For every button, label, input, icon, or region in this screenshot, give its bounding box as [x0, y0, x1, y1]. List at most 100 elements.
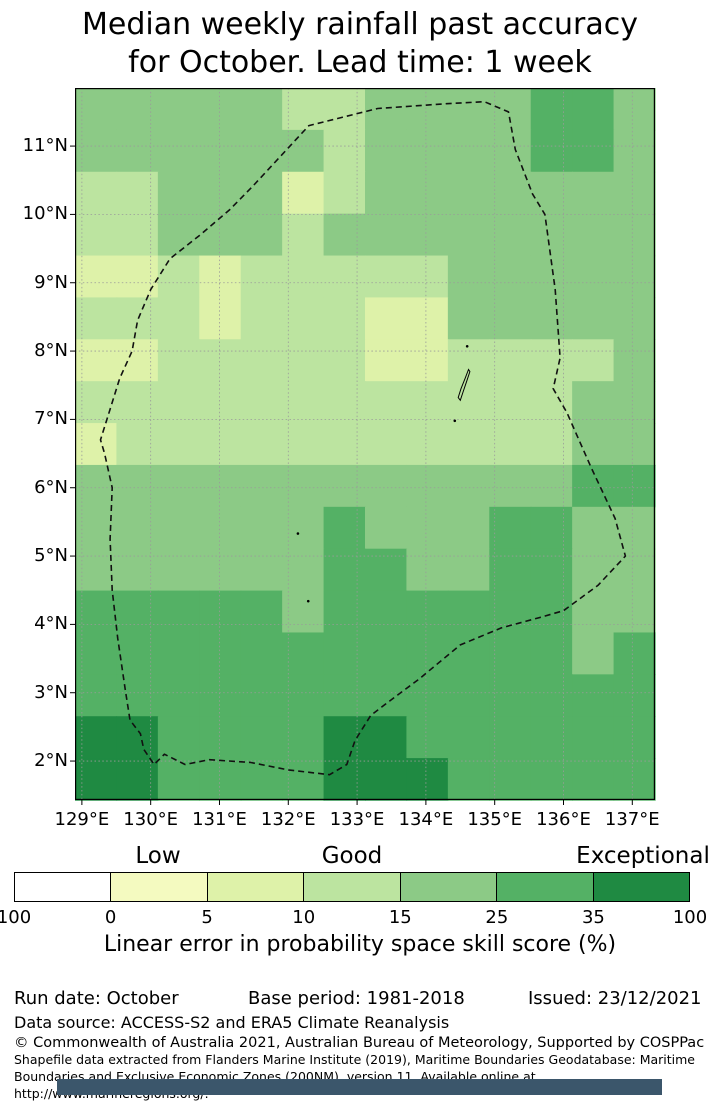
- issued-date-text: Issued: 23/12/2021: [528, 988, 702, 1009]
- heatmap-cell: [572, 171, 615, 215]
- heatmap-cell: [530, 464, 573, 508]
- footer-banner-bar: [57, 1079, 662, 1095]
- heatmap-cell: [489, 213, 532, 257]
- heatmap-cell: [75, 171, 118, 215]
- heatmap-cell: [365, 716, 408, 759]
- heatmap-cell: [157, 674, 200, 717]
- heatmap-cell: [572, 297, 615, 340]
- heatmap-cell: [282, 339, 325, 382]
- island-dot: [453, 419, 457, 423]
- heatmap-cell: [530, 129, 573, 173]
- heatmap-cell: [613, 590, 656, 634]
- heatmap-cell: [489, 716, 532, 759]
- shapefile-attribution-text: Shapefile data extracted from Flanders M…: [14, 1052, 695, 1101]
- heatmap-cell: [75, 632, 118, 676]
- heatmap-cell: [365, 464, 408, 508]
- heatmap-cell: [406, 548, 449, 592]
- heatmap-cell: [406, 129, 449, 173]
- heatmap-cell: [282, 297, 325, 340]
- heatmap-cell: [240, 548, 283, 592]
- heatmap-cell: [116, 381, 159, 424]
- heatmap-cell: [240, 88, 283, 131]
- heatmap-cell: [282, 171, 325, 215]
- heatmap-cell: [530, 632, 573, 676]
- heatmap-cell: [116, 339, 159, 382]
- heatmap-cell: [572, 548, 615, 592]
- heatmap-cell: [572, 758, 615, 801]
- heatmap-cell: [613, 632, 656, 676]
- chart-title-line2: for October. Lead time: 1 week: [128, 44, 592, 80]
- heatmap-cell: [75, 381, 118, 424]
- heatmap-cell: [240, 339, 283, 382]
- heatmap-cell: [282, 88, 325, 131]
- heatmap-cell: [613, 674, 656, 717]
- heatmap-cell: [365, 758, 408, 801]
- heatmap-cell: [406, 674, 449, 717]
- heatmap-cell: [157, 716, 200, 759]
- heatmap-cell: [323, 213, 366, 257]
- heatmap-cell: [116, 255, 159, 299]
- heatmap-cell: [157, 464, 200, 508]
- heatmap-cell: [240, 129, 283, 173]
- colorbar-segment: [206, 873, 304, 901]
- heatmap-cell: [365, 423, 408, 466]
- x-tick-label: 133°E: [329, 809, 385, 830]
- heatmap-cell: [447, 255, 490, 299]
- heatmap-cell: [572, 129, 615, 173]
- colorbar-tick-label: 15: [388, 907, 412, 928]
- heatmap-cell: [75, 129, 118, 173]
- heatmap-cell: [116, 423, 159, 466]
- heatmap-cell: [406, 423, 449, 466]
- heatmap-cell: [489, 171, 532, 215]
- heatmap-cell: [406, 171, 449, 215]
- heatmap-cell: [447, 213, 490, 257]
- heatmap-cell: [116, 297, 159, 340]
- heatmap-cell: [240, 213, 283, 257]
- heatmap-cell: [282, 381, 325, 424]
- heatmap-cell: [75, 590, 118, 634]
- heatmap-cell: [116, 213, 159, 257]
- heatmap-cell: [199, 758, 242, 801]
- heatmap-cell: [282, 213, 325, 257]
- colorbar-label-good: Good: [321, 843, 383, 869]
- copyright-text: © Commonwealth of Australia 2021, Austra…: [14, 1035, 705, 1051]
- heatmap-cell: [613, 339, 656, 382]
- heatmap-cell: [323, 381, 366, 424]
- heatmap-cell: [157, 213, 200, 257]
- x-tick-label: 129°E: [54, 809, 110, 830]
- heatmap-cell: [282, 758, 325, 801]
- heatmap-cell: [75, 339, 118, 382]
- heatmap-cell: [572, 213, 615, 257]
- heatmap-cell: [613, 464, 656, 508]
- heatmap-cell: [116, 548, 159, 592]
- heatmap-cell: [530, 674, 573, 717]
- heatmap-cell: [157, 129, 200, 173]
- map-border: [75, 88, 655, 800]
- colorbar-segment: [399, 873, 497, 901]
- island-dot: [465, 344, 469, 348]
- colorbar-tick-label: 35: [581, 907, 605, 928]
- heatmap-cell: [282, 548, 325, 592]
- heatmap-cell: [199, 88, 242, 131]
- heatmap-cell: [199, 674, 242, 717]
- heatmap-cell: [447, 88, 490, 131]
- heatmap-cell: [282, 590, 325, 634]
- heatmap-cell: [157, 255, 200, 299]
- heatmap-cell: [406, 297, 449, 340]
- y-tick-label: 8°N: [34, 340, 68, 362]
- heatmap-cell: [406, 506, 449, 550]
- heatmap-cell: [116, 590, 159, 634]
- heatmap-cell: [365, 129, 408, 173]
- heatmap-cell: [572, 674, 615, 717]
- heatmap-cell: [199, 171, 242, 215]
- run-date-text: Run date: October: [14, 988, 179, 1009]
- heatmap-cell: [489, 423, 532, 466]
- heatmap-cell: [199, 506, 242, 550]
- heatmap-cell: [157, 590, 200, 634]
- heatmap-cell: [240, 423, 283, 466]
- heatmap-cell: [323, 590, 366, 634]
- heatmap-cell: [572, 381, 615, 424]
- heatmap-cell: [157, 506, 200, 550]
- heatmap-cell: [157, 171, 200, 215]
- heatmap-cell: [199, 423, 242, 466]
